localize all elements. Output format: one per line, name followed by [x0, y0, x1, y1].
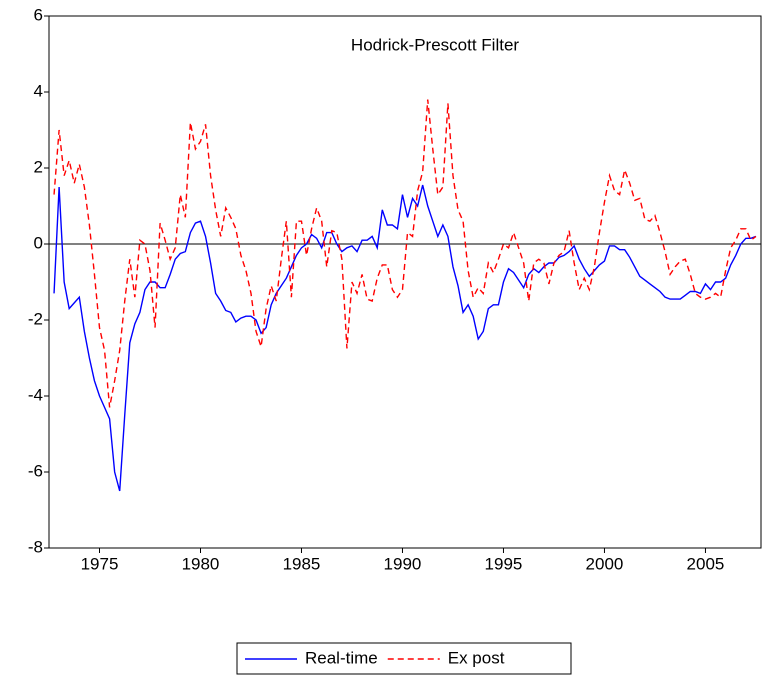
plot-frame — [48, 15, 762, 549]
y-tick-label: -6 — [28, 461, 43, 480]
y-tick-label: 4 — [34, 81, 43, 100]
y-tick-label: -4 — [28, 385, 43, 404]
x-tick-label: 1995 — [485, 554, 523, 573]
series-line — [53, 184, 757, 492]
x-tick-label: 2005 — [687, 554, 725, 573]
x-tick-label: 1975 — [81, 554, 119, 573]
series-line — [53, 99, 757, 408]
legend-label: Real-time — [305, 648, 378, 667]
y-tick-label: 2 — [34, 157, 43, 176]
x-tick-label: 2000 — [586, 554, 624, 573]
legend-label: Ex post — [448, 648, 505, 667]
x-tick-label: 1985 — [283, 554, 321, 573]
chart-title: Hodrick-Prescott Filter — [351, 35, 519, 54]
y-tick-label: 6 — [34, 5, 43, 24]
x-tick-label: 1990 — [384, 554, 422, 573]
y-tick-label: -8 — [28, 537, 43, 556]
x-tick-label: 1980 — [182, 554, 220, 573]
y-tick-label: 0 — [34, 233, 43, 252]
y-tick-label: -2 — [28, 309, 43, 328]
